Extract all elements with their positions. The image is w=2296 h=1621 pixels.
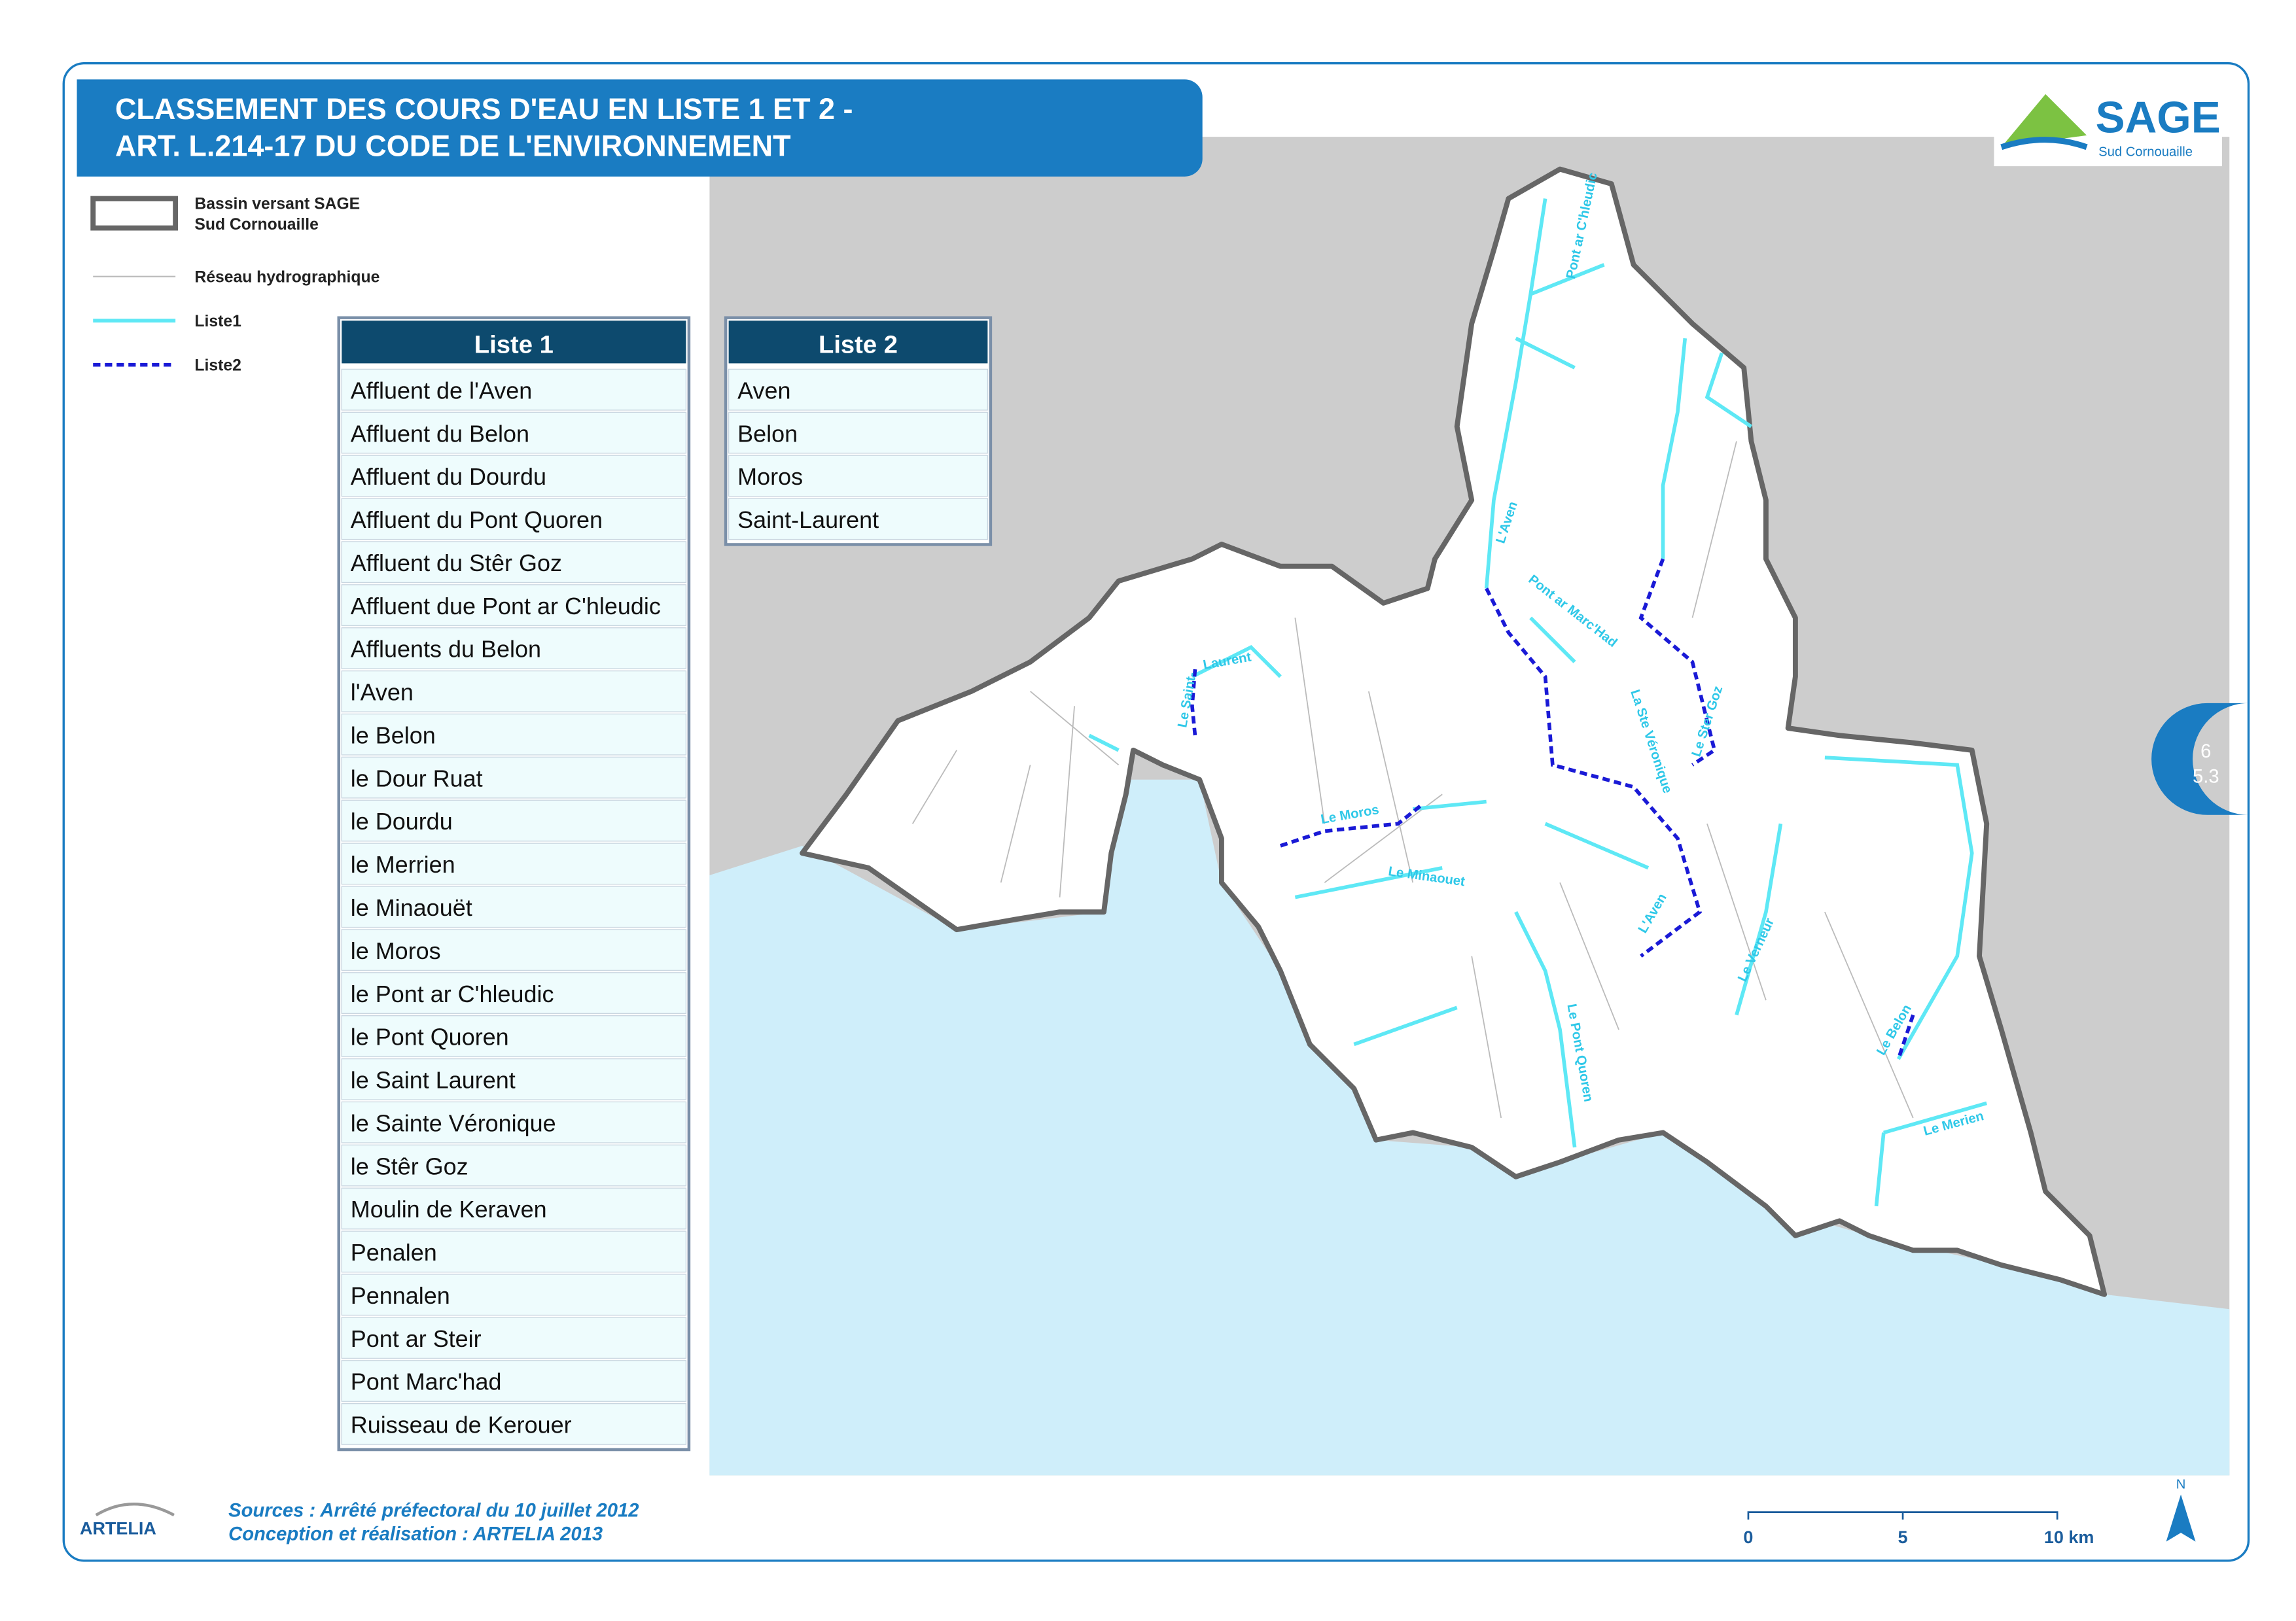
legend-label: Sud Cornouaille	[194, 216, 319, 234]
north-label: N	[2176, 1478, 2186, 1492]
company: ARTELIA	[80, 1518, 156, 1538]
table-row	[341, 1015, 687, 1057]
table-cell: l'Aven	[351, 679, 414, 706]
scale-label: 5	[1898, 1527, 1908, 1547]
table-cell: Affluent du Pont Quoren	[351, 506, 603, 533]
table-row	[341, 799, 687, 842]
table-header	[728, 321, 988, 364]
table-row	[341, 972, 687, 1014]
legend-label: Liste1	[194, 313, 241, 330]
sea	[709, 779, 2230, 1476]
title-banner	[77, 79, 1203, 177]
logo-name: SAGE	[2096, 93, 2221, 142]
table-cell: Affluent du Dourdu	[351, 463, 546, 490]
scale-label: 0	[1743, 1527, 1753, 1547]
table-row	[728, 368, 989, 411]
table-cell: Affluent du Stêr Goz	[351, 549, 562, 576]
table-row	[341, 411, 687, 454]
table-cell: Moros	[737, 463, 803, 490]
table-cell: le Dour Ruat	[351, 765, 483, 792]
table-row	[341, 756, 687, 799]
table-row	[341, 670, 687, 712]
hydro-network	[911, 441, 1914, 1119]
table-cell: Affluents du Belon	[351, 636, 541, 663]
table-row	[341, 1274, 687, 1316]
title: CLASSEMENT DES COURS D'EAU EN LISTE 1 ET…	[115, 92, 853, 126]
table-row	[728, 411, 989, 454]
scale-bar	[1747, 1511, 2058, 1520]
table-cell: le Pont Quoren	[351, 1024, 509, 1051]
table-header	[342, 321, 686, 364]
table-cell: Ruisseau de Kerouer	[351, 1412, 572, 1438]
legend-label: Liste2	[194, 357, 241, 375]
table-cell: Belon	[737, 420, 798, 447]
company-logo-arc	[95, 1502, 175, 1517]
table-row	[341, 929, 687, 971]
table-cell: Aven	[737, 377, 790, 404]
table-cell: le Moros	[351, 937, 441, 964]
table-row	[341, 1101, 687, 1143]
liste1-rivers	[1088, 198, 1987, 1207]
sources: Sources : Arrêté préfectoral du 10 juill…	[228, 1500, 639, 1521]
table-row	[341, 584, 687, 627]
table-row	[341, 1403, 687, 1445]
table-cell: le Sainte Véronique	[351, 1109, 556, 1136]
table-cell: le Pont ar C'hleudic	[351, 981, 554, 1007]
table-row	[341, 368, 687, 411]
logo-wave	[2000, 137, 2088, 150]
page-tab	[2151, 703, 2249, 815]
table-cell: Penalen	[351, 1239, 437, 1266]
liste2-rivers	[1190, 558, 1915, 1060]
table-title: Liste 1	[474, 331, 554, 359]
legend-basin-swatch	[90, 196, 179, 231]
table-row	[341, 886, 687, 928]
scale-label: 10 km	[2044, 1527, 2094, 1547]
legend-label: Bassin versant SAGE	[194, 195, 360, 213]
basin	[800, 166, 2108, 1297]
table-row	[341, 1058, 687, 1100]
table-row	[341, 1360, 687, 1402]
table-row	[341, 1187, 687, 1230]
page-sub: 5.3	[2193, 766, 2219, 787]
table-cell: Moulin de Keraven	[351, 1196, 547, 1223]
table-cell: le Stêr Goz	[351, 1153, 468, 1179]
north-arrow	[2166, 1494, 2196, 1542]
table-cell: le Merrien	[351, 851, 455, 878]
table-row	[341, 1144, 687, 1187]
credits: Conception et réalisation : ARTELIA 2013	[228, 1524, 603, 1544]
table-row	[728, 498, 989, 540]
legend-label: Réseau hydrographique	[194, 269, 380, 287]
table-cell: Pont ar Steir	[351, 1325, 482, 1352]
table-cell: le Dourdu	[351, 808, 453, 835]
table-row	[341, 541, 687, 584]
table-title: Liste 2	[819, 331, 898, 359]
table-cell: Pennalen	[351, 1282, 450, 1309]
table-cell: Affluent de l'Aven	[351, 377, 533, 404]
table-row	[341, 713, 687, 756]
table-row	[341, 455, 687, 497]
table-cell: Affluent du Belon	[351, 420, 529, 447]
logo-subtitle: Sud Cornouaille	[2098, 145, 2193, 159]
table-cell: le Belon	[351, 722, 436, 748]
table-row	[341, 1317, 687, 1359]
title: ART. L.214-17 DU CODE DE L'ENVIRONNEMENT	[115, 129, 791, 162]
table-row	[341, 498, 687, 540]
table-cell: Affluent due Pont ar C'hleudic	[351, 593, 661, 619]
tables: Liste 1 Affluent de l'Aven Affluent du Bel…	[337, 316, 993, 1452]
table-row	[341, 843, 687, 885]
logo-mark	[2001, 94, 2087, 147]
table-row	[341, 1230, 687, 1273]
table-cell: Saint-Laurent	[737, 506, 879, 533]
table-cell: le Saint Laurent	[351, 1067, 516, 1094]
table-cell: le Minaouët	[351, 894, 472, 921]
table-cell: Pont Marc'had	[351, 1368, 502, 1395]
page-number: 6	[2200, 741, 2211, 762]
table-row	[728, 455, 989, 497]
table-row	[341, 627, 687, 669]
